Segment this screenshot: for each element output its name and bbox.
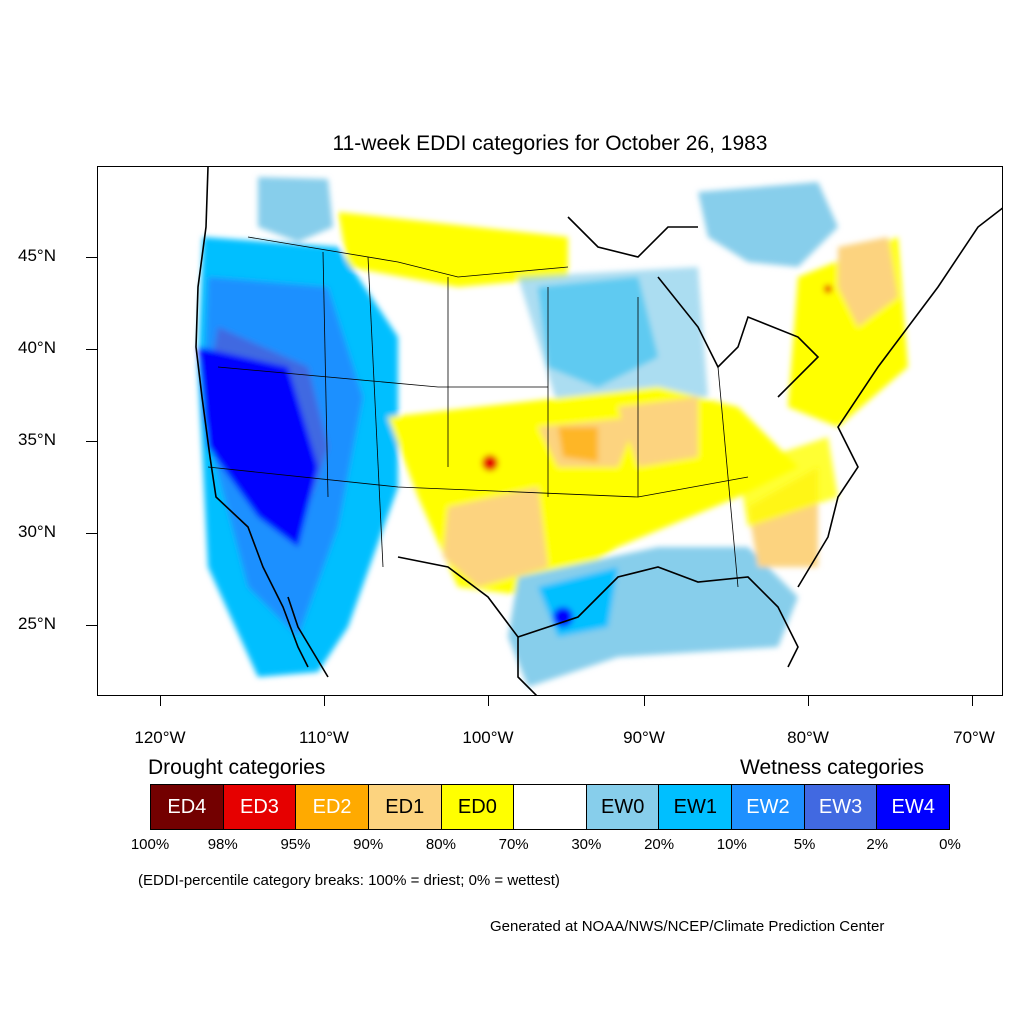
drought-heading: Drought categories <box>148 756 326 779</box>
lat-label: 30°N <box>18 522 56 541</box>
state-borders <box>207 236 749 588</box>
lat-label: 25°N <box>18 614 56 633</box>
lon-tick <box>972 696 973 706</box>
coastlines <box>195 167 1002 695</box>
ed3-region-kansas <box>482 455 498 471</box>
legend-break-label: 95% <box>280 836 311 853</box>
legend-break-label: 20% <box>644 836 675 853</box>
legend-swatch: EW4 <box>877 785 950 829</box>
legend-swatch: ED1 <box>368 785 442 829</box>
lon-label: 100°W <box>462 728 514 747</box>
credit-text: Generated at NOAA/NWS/NCEP/Climate Predi… <box>490 918 885 935</box>
map-title: 11-week EDDI categories for October 26, … <box>332 132 768 155</box>
wet-region-houston <box>553 607 573 627</box>
lon-tick <box>808 696 809 706</box>
legend-break-label: 90% <box>353 836 384 853</box>
ed3-region-maine <box>824 285 832 293</box>
lat-tick <box>86 257 97 258</box>
legend-break-label: 2% <box>866 836 889 853</box>
legend-break-label: 80% <box>425 836 456 853</box>
lon-tick <box>324 696 325 706</box>
ed1-region-central <box>443 487 548 587</box>
lat-label: 40°N <box>18 338 56 357</box>
ed0-region-north <box>338 212 568 287</box>
legend-swatch: EW3 <box>804 785 878 829</box>
legend-swatch: ED3 <box>223 785 297 829</box>
legend-swatch: ED2 <box>296 785 369 829</box>
legend-swatch: EW2 <box>732 785 805 829</box>
legend-swatch: EW1 <box>659 785 733 829</box>
wet-region-west-ew4 <box>198 347 318 547</box>
lon-tick <box>160 696 161 706</box>
lon-tick <box>644 696 645 706</box>
lon-label: 80°W <box>787 728 829 747</box>
lon-label: 90°W <box>623 728 665 747</box>
legend-break-label: 70% <box>498 836 529 853</box>
legend-break-label: 100% <box>130 836 170 853</box>
wet-region-canada-west <box>258 177 333 242</box>
lat-tick <box>86 349 97 350</box>
legend-swatch: ED0 <box>441 785 515 829</box>
wet-region-canada-east <box>698 182 838 267</box>
legend-swatch <box>514 785 587 829</box>
map-panel <box>97 166 1003 696</box>
legend-break-label: 10% <box>716 836 747 853</box>
legend-break-label: 0% <box>939 836 961 853</box>
lat-label: 45°N <box>18 246 56 265</box>
lat-tick <box>86 441 97 442</box>
legend-colorbar: ED4 ED3 ED2 ED1 ED0 EW0 EW1 EW2 EW3 EW4 <box>150 784 950 830</box>
legend-note: (EDDI-percentile category breaks: 100% =… <box>138 872 560 889</box>
wetness-heading: Wetness categories <box>740 756 925 779</box>
ed1-region-maine <box>838 237 898 327</box>
legend-break-label: 30% <box>571 836 602 853</box>
wet-region-midwest-light <box>518 267 708 407</box>
ed2-region-missouri <box>558 427 598 462</box>
legend-swatch: EW0 <box>586 785 660 829</box>
lat-label: 35°N <box>18 430 56 449</box>
ed0-region-southeast <box>738 437 838 527</box>
legend-break-label: 98% <box>207 836 238 853</box>
legend-swatch: ED4 <box>151 785 224 829</box>
legend-break-label: 5% <box>793 836 816 853</box>
lon-tick <box>488 696 489 706</box>
lon-label: 110°W <box>299 728 349 747</box>
eddi-map <box>195 167 1002 695</box>
lon-label: 120°W <box>134 728 186 747</box>
lat-tick <box>86 625 97 626</box>
lon-label: 70°W <box>953 728 995 747</box>
lat-tick <box>86 533 97 534</box>
